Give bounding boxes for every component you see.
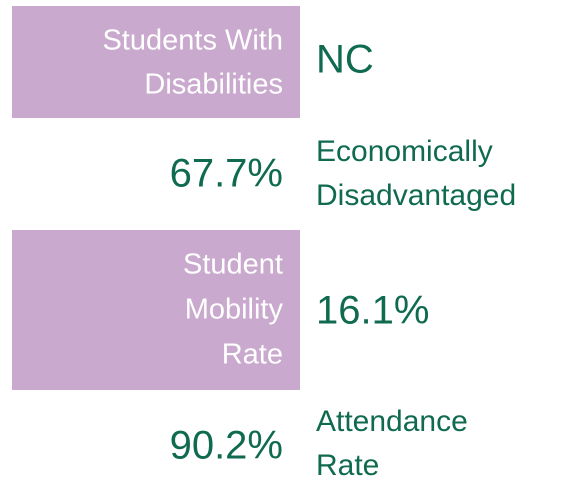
label-line: Mobility [185,294,284,326]
value: 16.1% [316,289,429,333]
label-line: Economically [316,135,493,168]
label-line: Student [183,249,283,281]
label-line: Rate [222,339,283,371]
value: 67.7% [170,152,283,196]
label-box [12,230,300,390]
label-box [12,6,300,118]
label-line: Rate [316,449,379,482]
label-line: Disabilities [144,69,283,101]
value: NC [316,38,374,82]
value: 90.2% [170,424,283,468]
label-line: Attendance [316,405,468,438]
label-line: Students With [102,25,283,57]
label-line: Disadvantaged [316,179,516,212]
